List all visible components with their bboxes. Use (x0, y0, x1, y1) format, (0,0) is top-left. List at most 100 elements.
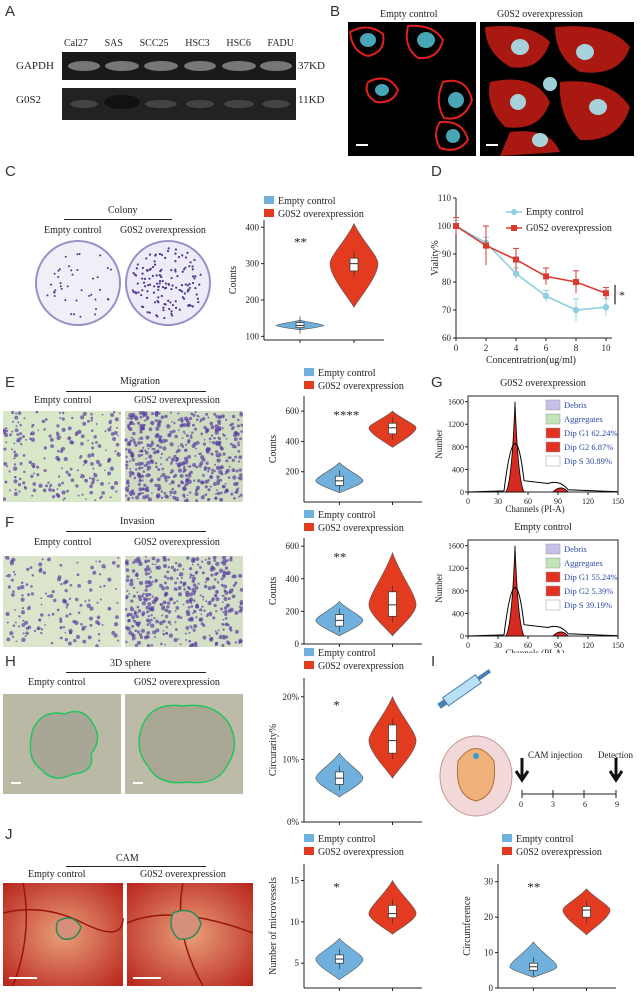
colony-dot (80, 289, 83, 292)
cell-dot (63, 497, 66, 500)
colony-dot (151, 265, 155, 269)
cell-dot (195, 440, 200, 445)
cell-dot (227, 597, 231, 601)
cell-dot (211, 598, 215, 602)
cell-dot (157, 486, 162, 491)
legend-label: Aggregates (564, 414, 603, 424)
cell-dot (222, 484, 226, 489)
cell-dot (209, 600, 212, 603)
cell-dot (218, 437, 222, 441)
cell-dot (170, 480, 175, 485)
cell-dot (224, 612, 228, 617)
cell-dot (13, 450, 16, 454)
cell-dot (135, 468, 138, 471)
cell-dot (192, 599, 196, 602)
cell-dot (36, 465, 40, 469)
cell-dot (174, 490, 177, 493)
cell-dot (148, 597, 151, 600)
cell-dot (174, 621, 177, 624)
y-tick-label: 800 (452, 587, 464, 596)
cell-dot (231, 422, 234, 426)
y-tick-label: 1200 (448, 564, 464, 573)
cell-dot (188, 465, 192, 468)
legend-swatch (545, 557, 561, 569)
cell-dot (87, 453, 92, 458)
cell-dot (61, 467, 64, 470)
cell-dot (238, 473, 243, 477)
cell-dot (22, 481, 26, 485)
cell-dot (150, 570, 153, 573)
cell-dot (215, 489, 218, 492)
cell-dot (200, 480, 204, 485)
cell-dot (75, 634, 81, 640)
cell-dot (13, 573, 17, 576)
cell-dot (203, 584, 208, 589)
panel-j-left-label: Empty control (28, 869, 86, 880)
cell-dot (141, 613, 145, 617)
cell-dot (192, 479, 196, 482)
cell-dot (90, 429, 94, 432)
cell-dot (163, 475, 168, 480)
cell-dot (151, 492, 153, 494)
cell-dot (207, 488, 211, 492)
cell-dot (76, 561, 79, 564)
panel-label-j: J (5, 826, 13, 843)
cell-dot (12, 466, 18, 471)
colony-dot (189, 261, 192, 264)
cell-dot (145, 556, 147, 558)
cell-dot (169, 430, 173, 434)
cell-dot (225, 571, 229, 575)
cell-dot (90, 412, 93, 416)
cell-dot (182, 461, 186, 465)
cell-dot (5, 556, 10, 560)
y-tick-label: 0 (295, 639, 300, 649)
colony-dot (192, 281, 195, 285)
cell-dot (79, 603, 83, 607)
colony-dot (59, 282, 62, 285)
cell-dot (223, 597, 228, 601)
cell-dot (158, 445, 162, 449)
colony-dot (155, 282, 159, 285)
cell-dot (136, 591, 139, 594)
cell-dot (195, 465, 198, 469)
colony-dot (57, 276, 60, 279)
cell-dot (129, 578, 134, 583)
cell-dot (167, 620, 171, 624)
cell-dot (214, 594, 217, 598)
y-tick-label: 20% (283, 692, 300, 702)
cell-dot (4, 481, 7, 484)
cell-dot (61, 446, 66, 451)
colony-dot (141, 266, 145, 270)
cell-dot (187, 439, 191, 443)
colony-dot (160, 268, 163, 271)
cell-dot (92, 570, 97, 575)
cell-dot (218, 469, 223, 475)
cell-dot (186, 585, 190, 589)
cell-dot (203, 467, 207, 471)
cell-dot (185, 593, 190, 598)
cell-dot (201, 595, 205, 598)
cell-dot (193, 593, 196, 596)
cell-dot (209, 485, 212, 488)
cell-dot (214, 643, 218, 647)
cell-dot (179, 580, 183, 584)
colony-dot (153, 263, 157, 266)
cell-dot (177, 592, 183, 597)
panel-h-left-label: Empty control (28, 677, 86, 688)
cell-dot (126, 626, 131, 632)
colony-dot (145, 257, 148, 260)
cell-dot (203, 425, 207, 430)
colony-dot (174, 270, 177, 273)
cell-dot (31, 423, 35, 427)
cell-dot (191, 557, 196, 562)
cell-dot (229, 442, 233, 446)
cell-dot (131, 624, 135, 628)
cell-dot (70, 478, 75, 482)
y-tick-label: 200 (286, 467, 300, 477)
cell-dot (173, 421, 176, 425)
cell-dot (204, 558, 207, 561)
cell-dot (218, 453, 222, 457)
cell-dot (49, 594, 54, 598)
cell-dot (108, 482, 111, 485)
cell-dot (213, 559, 217, 562)
